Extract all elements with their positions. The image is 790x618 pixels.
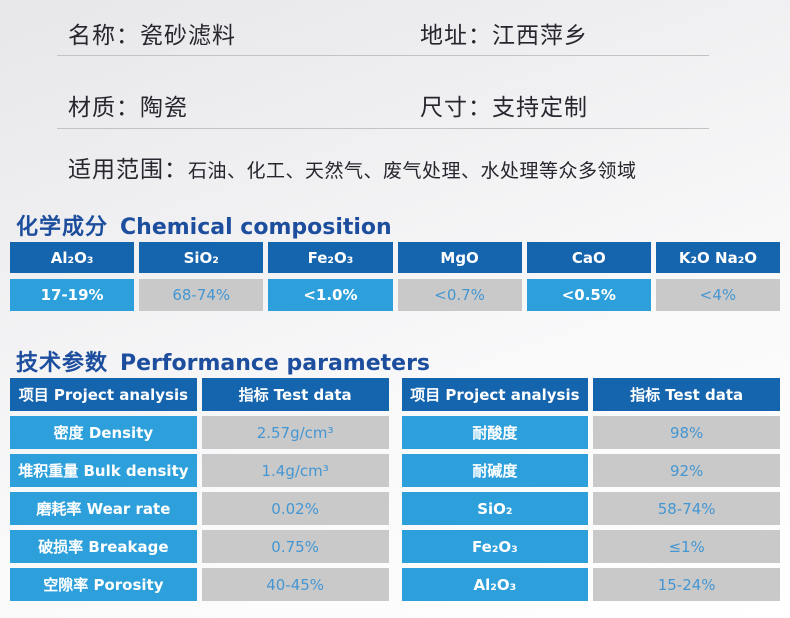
spec-material-label: 材质：	[68, 95, 140, 121]
chemical-header-cell: Fe₂O₃	[268, 242, 393, 273]
divider-line	[57, 128, 709, 129]
table-half-gap	[394, 454, 397, 487]
spec-material: 材质：陶瓷	[68, 88, 188, 122]
performance-heading-zh: 技术参数	[16, 351, 109, 376]
performance-project-cell: 空隙率 Porosity	[10, 568, 197, 601]
spec-address-label: 地址：	[420, 23, 492, 49]
spec-address-value: 江西萍乡	[492, 23, 588, 49]
performance-value-cell: ≤1%	[593, 530, 780, 563]
performance-value-cell: 58-74%	[593, 492, 780, 525]
spec-material-value: 陶瓷	[140, 95, 188, 121]
performance-heading-en: Performance parameters	[120, 351, 431, 376]
chemical-value-cell: <0.5%	[526, 279, 651, 311]
performance-project-cell: Al₂O₃	[401, 568, 589, 601]
performance-section-heading: 技术参数 Performance parameters	[16, 345, 430, 377]
performance-project-cell: 堆积重量 Bulk density	[10, 454, 197, 487]
performance-value-cell: 1.4g/cm³	[201, 454, 389, 487]
spec-name-value: 瓷砂滤料	[140, 23, 236, 49]
chemical-value-cell: <4%	[655, 279, 781, 311]
table-half-gap	[394, 530, 397, 563]
performance-row: 磨耗率 Wear rate 0.02% SiO₂ 58-74%	[10, 492, 780, 525]
performance-value-cell: 0.02%	[201, 492, 389, 525]
performance-row: 空隙率 Porosity 40-45% Al₂O₃ 15-24%	[10, 568, 780, 601]
spec-size-label: 尺寸：	[420, 95, 492, 121]
chemical-header-cell: MgO	[397, 242, 522, 273]
chemical-header-cell: SiO₂	[139, 242, 264, 273]
chemical-value-row: 17-19% 68-74% <1.0% <0.7% <0.5% <4%	[10, 279, 781, 311]
spec-size-value: 支持定制	[492, 95, 588, 121]
performance-value-cell: 40-45%	[201, 568, 389, 601]
performance-row: 破损率 Breakage 0.75% Fe₂O₃ ≤1%	[10, 530, 780, 563]
chemical-heading-en: Chemical composition	[120, 215, 392, 240]
table-half-gap	[394, 568, 397, 601]
performance-project-cell: 破损率 Breakage	[10, 530, 197, 563]
table-half-gap	[394, 416, 397, 449]
performance-header-row: 项目 Project analysis 指标 Test data 项目 Proj…	[10, 378, 780, 411]
performance-value-cell: 92%	[593, 454, 780, 487]
chemical-value-cell: 68-74%	[139, 279, 264, 311]
table-half-gap	[394, 378, 397, 411]
spec-scope-label: 适用范围：	[68, 157, 188, 183]
spec-name: 名称：瓷砂滤料	[68, 16, 236, 50]
spec-scope-value: 石油、化工、天然气、废气处理、水处理等众多领域	[188, 160, 637, 182]
divider-line	[57, 55, 709, 56]
spec-address: 地址：江西萍乡	[420, 16, 588, 50]
performance-value-cell: 2.57g/cm³	[201, 416, 389, 449]
chemical-header-cell: Al₂O₃	[10, 242, 135, 273]
performance-project-cell: 耐碱度	[401, 454, 589, 487]
performance-value-cell: 0.75%	[201, 530, 389, 563]
performance-header-project-right: 项目 Project analysis	[401, 378, 589, 411]
performance-header-test-left: 指标 Test data	[201, 378, 389, 411]
performance-header-test-right: 指标 Test data	[593, 378, 780, 411]
chemical-value-cell: <0.7%	[397, 279, 522, 311]
chemical-header-cell: K₂O Na₂O	[655, 242, 781, 273]
performance-project-cell: Fe₂O₃	[401, 530, 589, 563]
performance-project-cell: 耐酸度	[401, 416, 589, 449]
performance-value-cell: 98%	[593, 416, 780, 449]
spec-scope: 适用范围： 石油、化工、天然气、废气处理、水处理等众多领域	[68, 150, 637, 184]
chemical-heading-zh: 化学成分	[16, 215, 109, 240]
performance-row: 堆积重量 Bulk density 1.4g/cm³ 耐碱度 92%	[10, 454, 780, 487]
performance-header-project-left: 项目 Project analysis	[10, 378, 197, 411]
spec-size: 尺寸：支持定制	[420, 88, 588, 122]
performance-project-cell: 密度 Density	[10, 416, 197, 449]
chemical-table: Al₂O₃ SiO₂ Fe₂O₃ MgO CaO K₂O Na₂O 17-19%…	[10, 242, 781, 311]
performance-project-cell: 磨耗率 Wear rate	[10, 492, 197, 525]
spec-name-label: 名称：	[68, 23, 140, 49]
chemical-value-cell: <1.0%	[268, 279, 393, 311]
performance-project-cell: SiO₂	[401, 492, 589, 525]
performance-row: 密度 Density 2.57g/cm³ 耐酸度 98%	[10, 416, 780, 449]
chemical-value-cell: 17-19%	[10, 279, 135, 311]
performance-value-cell: 15-24%	[593, 568, 780, 601]
performance-table: 项目 Project analysis 指标 Test data 项目 Proj…	[10, 378, 780, 601]
chemical-header-row: Al₂O₃ SiO₂ Fe₂O₃ MgO CaO K₂O Na₂O	[10, 242, 781, 273]
chemical-section-heading: 化学成分 Chemical composition	[16, 209, 392, 241]
chemical-header-cell: CaO	[526, 242, 651, 273]
table-half-gap	[394, 492, 397, 525]
